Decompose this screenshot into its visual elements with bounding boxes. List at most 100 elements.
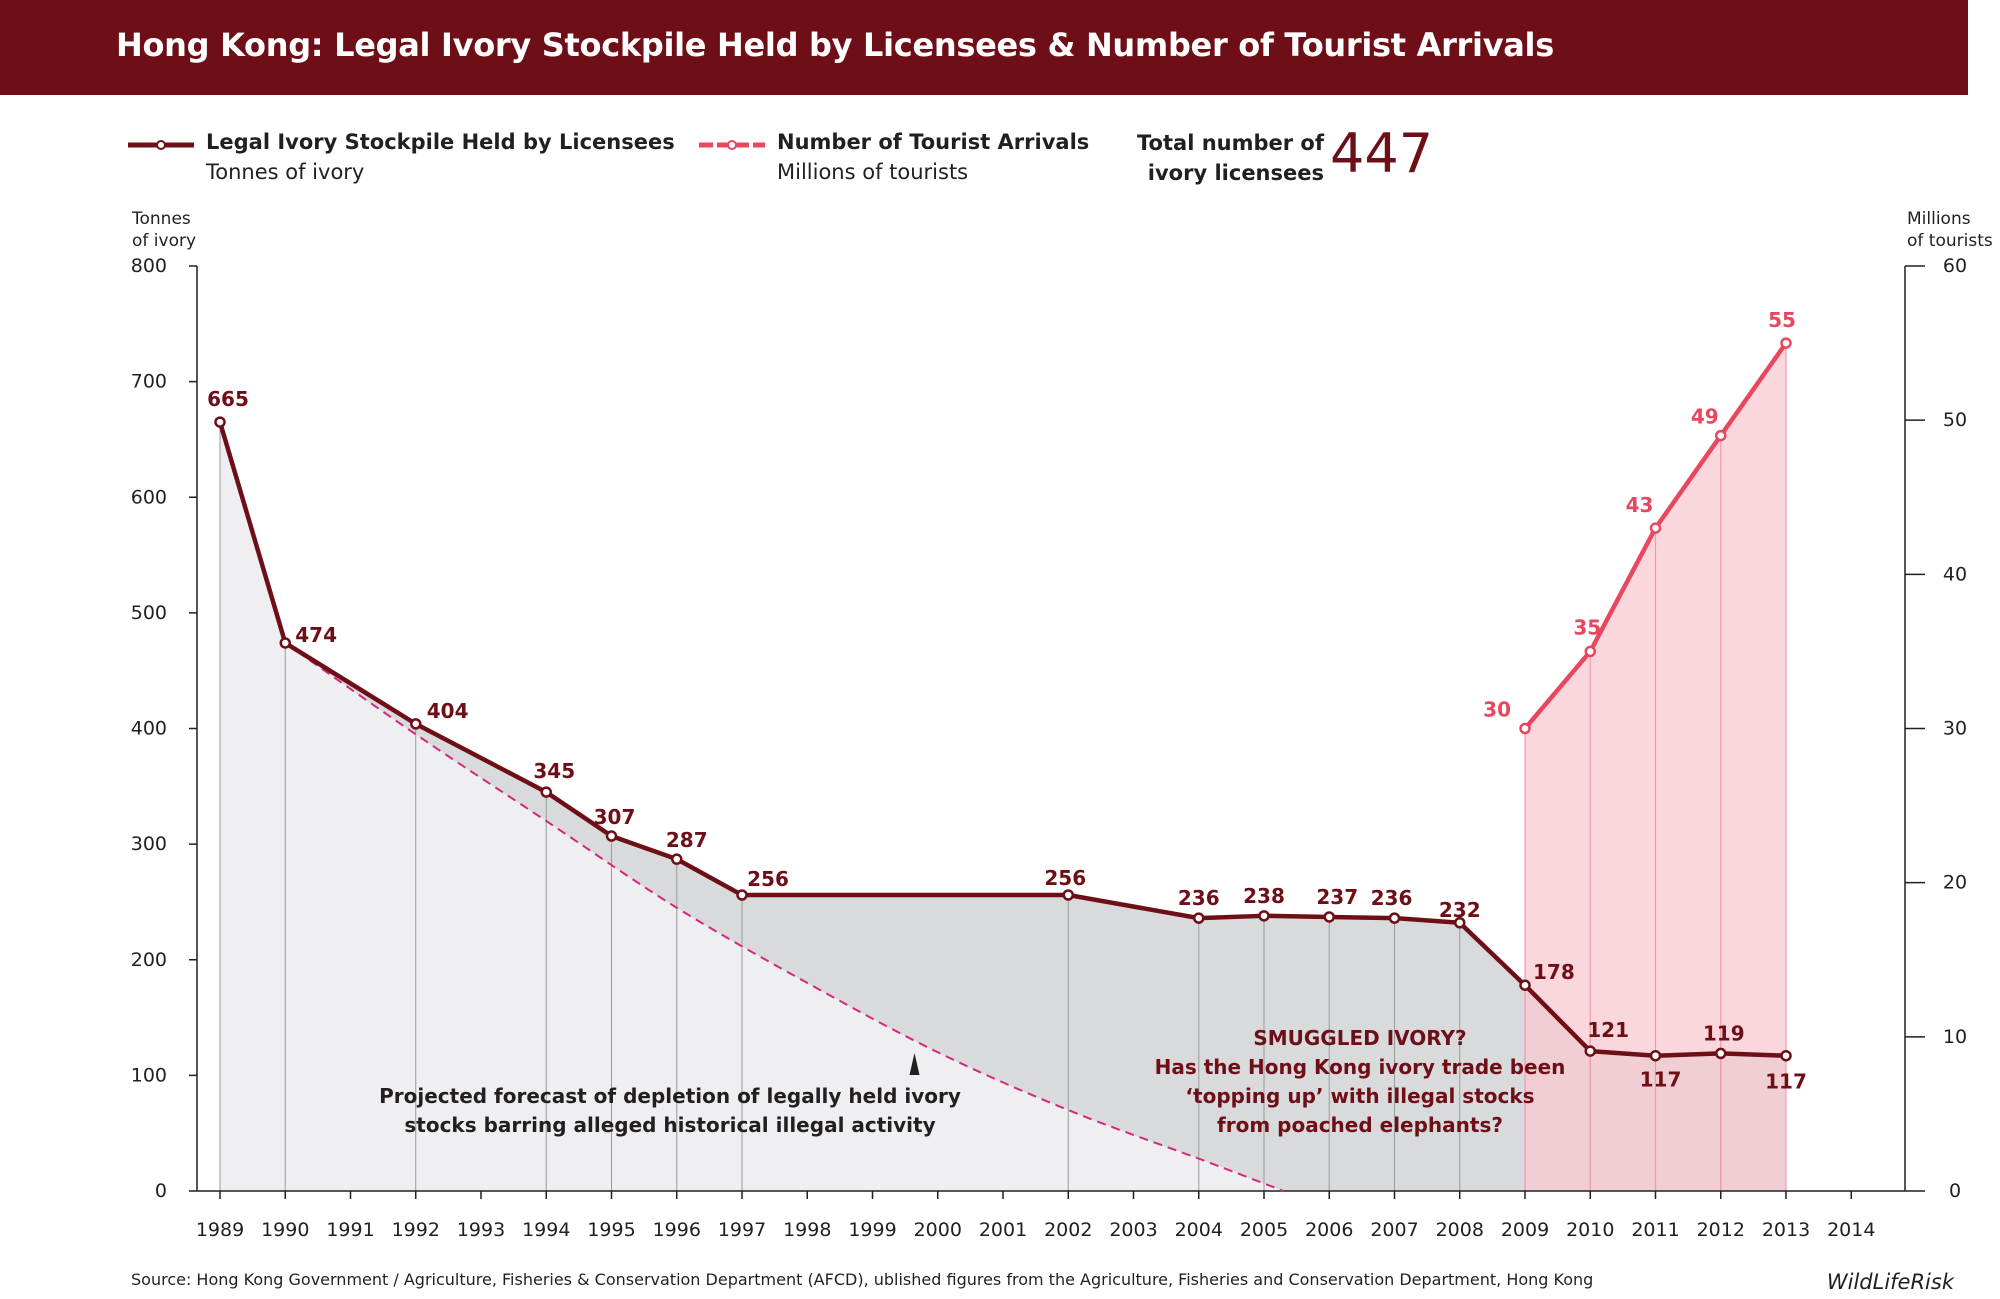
right-axis-title-line1: Millions — [1907, 209, 1971, 229]
tourists-label-2011: 43 — [1626, 493, 1654, 517]
forecast-annotation-line2: stocks barring alleged historical illega… — [404, 1113, 936, 1137]
tourists-point-2011 — [1649, 522, 1662, 534]
x-tick-label-1994: 1994 — [522, 1219, 570, 1241]
left-tick-label-500: 500 — [131, 602, 167, 624]
x-tick-label-2003: 2003 — [1109, 1219, 1157, 1241]
chart-title: Hong Kong: Legal Ivory Stockpile Held by… — [116, 26, 1554, 64]
forecast-pointer-icon — [909, 1053, 920, 1075]
right-tick-label-30: 30 — [1943, 718, 1967, 740]
stockpile-label-2008: 232 — [1439, 898, 1481, 922]
left-axis-title-line1: Tonnes — [132, 209, 191, 229]
forecast-annotation-line1: Projected forecast of depletion of legal… — [379, 1084, 961, 1108]
stockpile-label-2007: 236 — [1371, 886, 1413, 910]
stockpile-label-2010: 121 — [1587, 1018, 1629, 1042]
x-tick-label-1993: 1993 — [457, 1219, 505, 1241]
x-tick-label-2011: 2011 — [1631, 1219, 1679, 1241]
smuggled-annotation-line2: Has the Hong Kong ivory trade been — [1154, 1055, 1566, 1079]
brand-logo: WildLifeRisk — [1826, 1270, 1954, 1294]
x-tick-label-1996: 1996 — [653, 1219, 701, 1241]
legend-stockpile-swatch — [128, 140, 194, 150]
stockpile-point-1990 — [279, 637, 291, 649]
stockpile-label-1997: 256 — [747, 867, 789, 891]
smuggled-annotation: SMUGGLED IVORY? Has the Hong Kong ivory … — [1150, 1024, 1570, 1140]
stockpile-point-2005 — [1258, 910, 1270, 922]
forecast-annotation: Projected forecast of depletion of legal… — [360, 1082, 980, 1140]
stockpile-label-2009: 178 — [1533, 960, 1575, 984]
stockpile-label-2013: 117 — [1765, 1070, 1807, 1094]
legend-tourists-swatch — [699, 140, 765, 150]
total-licensees-label: Total number of ivory licensees — [1120, 128, 1324, 188]
smuggled-annotation-line4: from poached elephants? — [1217, 1113, 1503, 1137]
stockpile-point-2004 — [1193, 912, 1205, 924]
stockpile-label-2004: 236 — [1178, 886, 1220, 910]
right-tick-label-10: 10 — [1943, 1026, 1967, 1048]
x-tick-label-2012: 2012 — [1697, 1219, 1745, 1241]
right-tick-label-50: 50 — [1943, 409, 1967, 431]
x-tick-label-2005: 2005 — [1240, 1219, 1288, 1241]
forecast-line — [284, 642, 1284, 1192]
tourists-label-2013: 55 — [1768, 308, 1796, 332]
stockpile-label-2011: 117 — [1640, 1068, 1682, 1092]
tourists-label-2009: 30 — [1483, 698, 1511, 722]
stockpile-point-2010 — [1584, 1045, 1596, 1057]
x-tick-label-2001: 2001 — [979, 1219, 1027, 1241]
stockpile-point-1994 — [540, 786, 552, 798]
x-tick-label-2009: 2009 — [1501, 1219, 1549, 1241]
left-tick-label-300: 300 — [131, 833, 167, 855]
left-axis-title-line2: of ivory — [132, 231, 197, 251]
right-axis-title: Millions of tourists — [1907, 208, 1993, 252]
right-axis-title-line2: of tourists — [1907, 231, 1993, 251]
left-tick-label-700: 700 — [131, 371, 167, 393]
title-banner: Hong Kong: Legal Ivory Stockpile Held by… — [0, 0, 1968, 95]
x-tick-label-2014: 2014 — [1827, 1219, 1875, 1241]
x-tick-label-2000: 2000 — [914, 1219, 962, 1241]
stockpile-label-2006: 237 — [1316, 885, 1358, 909]
right-tick-label-20: 20 — [1943, 872, 1967, 894]
stockpile-point-1997 — [736, 889, 748, 901]
x-tick-label-2013: 2013 — [1762, 1219, 1810, 1241]
stockpile-point-1995 — [605, 830, 618, 842]
left-tick-label-200: 200 — [131, 949, 167, 971]
x-tick-label-2004: 2004 — [1175, 1219, 1223, 1241]
x-tick-label-2002: 2002 — [1044, 1219, 1092, 1241]
x-tick-label-1998: 1998 — [783, 1219, 831, 1241]
left-axis-title: Tonnes of ivory — [132, 208, 196, 252]
stockpile-label-1992: 404 — [427, 699, 469, 723]
x-tick-label-1990: 1990 — [261, 1219, 309, 1241]
stockpile-point-1989 — [214, 416, 226, 428]
stockpile-label-1995: 307 — [594, 805, 636, 829]
left-tick-label-0: 0 — [155, 1180, 167, 1202]
total-licensees-value: 447 — [1330, 122, 1434, 185]
x-tick-label-1995: 1995 — [587, 1219, 635, 1241]
stockpile-point-2012 — [1715, 1047, 1727, 1060]
smuggled-annotation-line1: SMUGGLED IVORY? — [1253, 1026, 1467, 1050]
stockpile-label-2005: 238 — [1243, 884, 1285, 908]
stockpile-point-2013 — [1780, 1049, 1792, 1062]
right-tick-label-40: 40 — [1943, 563, 1967, 585]
stockpile-point-2009 — [1519, 979, 1531, 991]
stockpile-point-1996 — [671, 853, 683, 865]
stockpile-point-2002 — [1062, 889, 1074, 901]
x-tick-label-2010: 2010 — [1566, 1219, 1614, 1241]
right-tick-label-0: 0 — [1949, 1180, 1961, 1202]
stockpile-label-2012: 119 — [1703, 1021, 1745, 1045]
tourists-point-2010 — [1584, 645, 1596, 658]
left-tick-label-600: 600 — [131, 486, 167, 508]
tourists-label-2010: 35 — [1573, 615, 1601, 639]
legend-stockpile-title: Legal Ivory Stockpile Held by Licensees — [206, 130, 675, 154]
tourists-label-2012: 49 — [1691, 405, 1719, 429]
stockpile-label-1996: 287 — [666, 828, 708, 852]
stockpile-point-2008 — [1454, 917, 1466, 929]
x-tick-label-1989: 1989 — [196, 1219, 244, 1241]
legend-stockpile-unit: Tonnes of ivory — [206, 160, 365, 184]
left-tick-label-100: 100 — [131, 1064, 167, 1086]
stockpile-point-1992 — [410, 718, 422, 730]
x-tick-label-1991: 1991 — [326, 1219, 374, 1241]
legend-tourists-title: Number of Tourist Arrivals — [777, 130, 1090, 154]
stockpile-label-1989: 665 — [207, 387, 249, 411]
tourists-point-2013 — [1780, 337, 1792, 349]
forecast-area — [220, 422, 1284, 1191]
source-note: Source: Hong Kong Government / Agricultu… — [131, 1270, 1594, 1289]
x-tick-label-1999: 1999 — [848, 1219, 896, 1241]
